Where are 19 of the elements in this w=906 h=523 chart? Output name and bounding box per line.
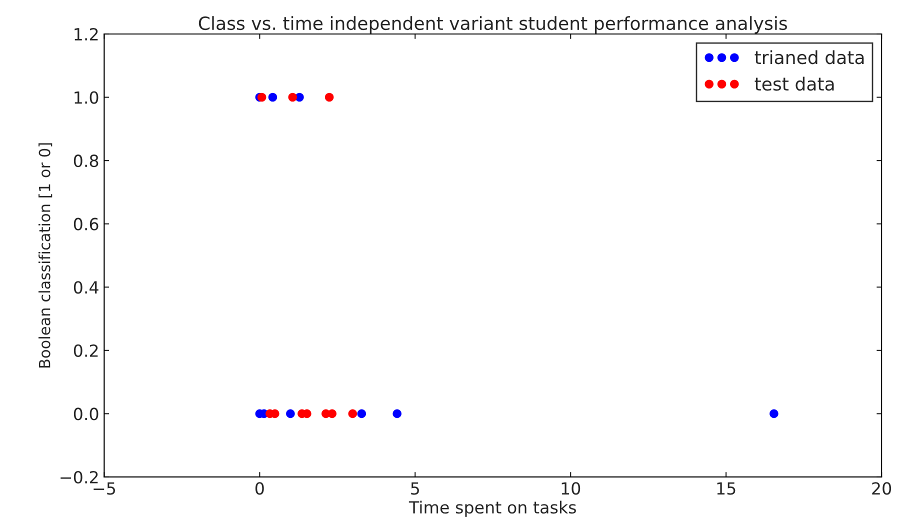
y-tick-label: 1.0 <box>74 91 98 104</box>
y-tick-label: 0.4 <box>74 281 98 294</box>
chart-title: Class vs. time independent variant student performance analysis <box>198 16 787 34</box>
legend-label: trianed data <box>754 50 864 64</box>
y-tick-label: 0.8 <box>74 154 98 168</box>
x-tick-label: 10 <box>562 482 580 495</box>
x-tick-label: 15 <box>717 482 736 495</box>
x-tick-label: 20 <box>872 482 892 495</box>
y-tick-label: 0.6 <box>74 218 98 230</box>
x-tick-label: 0 <box>255 482 264 495</box>
legend-label: test data <box>754 76 834 91</box>
x-tick-label: 5 <box>411 482 419 495</box>
y-tick-label: 0.0 <box>74 408 98 420</box>
x-tick-label: −5 <box>94 482 116 495</box>
y-axis-title: Boolean classification [1 or 0] <box>38 143 52 368</box>
y-tick-label: 0.2 <box>74 344 98 357</box>
y-tick-label: 1.2 <box>74 28 98 40</box>
x-axis-title: Time spent on tasks <box>408 500 576 517</box>
y-tick-label: −0.2 <box>60 470 98 484</box>
